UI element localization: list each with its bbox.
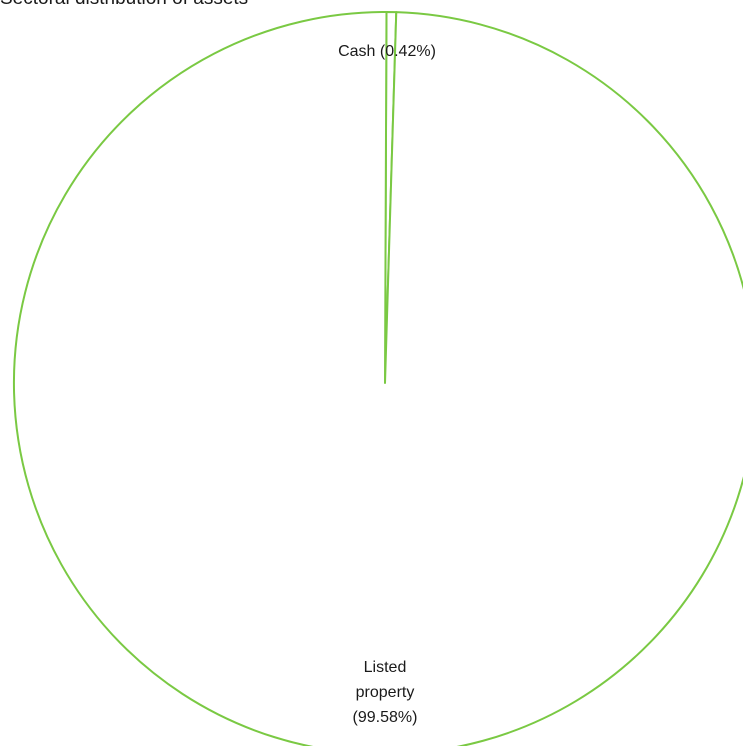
slice-label-1: Listed property (99.58%) [353, 659, 418, 726]
slice-label-1-line-1: property [356, 684, 415, 701]
slice-label-0: Cash (0.42%) [338, 43, 436, 60]
pie-slices [13, 10, 743, 751]
slice-label-1-line-0: Listed [364, 659, 407, 676]
pie-labels: Cash (0.42%) Listed property (99.58%) [338, 43, 436, 726]
slice-label-1-line-2: (99.58%) [353, 709, 418, 726]
pie-slice-1 [13, 10, 743, 751]
chart-title: Sectoral distribution of assets [0, 0, 248, 10]
